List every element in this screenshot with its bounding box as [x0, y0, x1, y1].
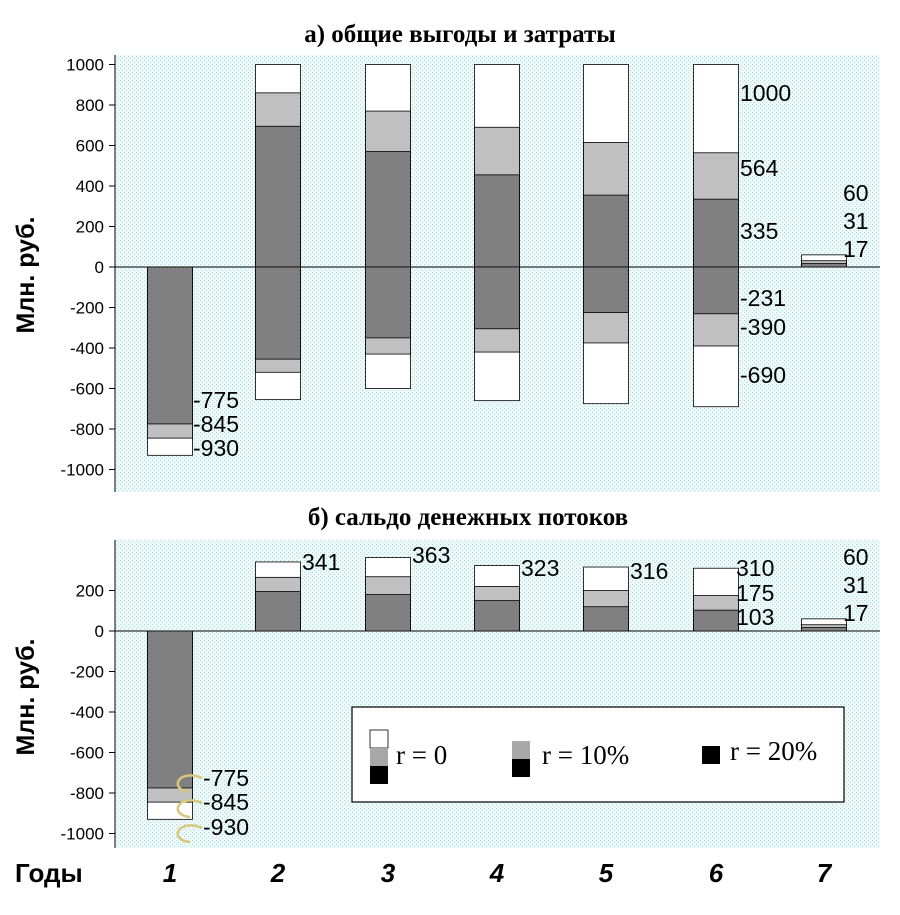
panel-a-ytick-label: -400: [70, 339, 104, 358]
bar-a-cost-6-r2: [693, 266, 739, 315]
panel-b-ytick-label: -600: [70, 744, 104, 763]
bar-a-cost-1-r2: [147, 266, 193, 425]
bar-a-cost-5-r2: [583, 266, 629, 313]
panel-a-ytick-label: 800: [76, 96, 104, 115]
x-tick-label: 4: [489, 858, 505, 888]
label-b-bar7-r20: 17: [843, 600, 869, 626]
label-b-bar4: 323: [521, 555, 559, 581]
panel-a-ytick-label: 0: [95, 258, 104, 277]
label-a-bar6-cost-r0: -690: [740, 362, 786, 388]
legend-swatch-r0-white: [369, 729, 389, 749]
legend-label-r10: r = 10%: [542, 740, 629, 770]
panel-a-ytick-label: -1000: [61, 461, 104, 480]
label-b-bar6-r20: 103: [736, 604, 774, 630]
x-tick-label: 2: [270, 858, 286, 888]
label-b-bar3: 363: [412, 542, 450, 568]
panel-a-ytick-label: -800: [70, 420, 104, 439]
bar-a-cost-4-r2: [474, 266, 520, 330]
panel-a-ytick-label: 600: [76, 137, 104, 156]
x-axis-labels: Годы 1 2 3 4 5 6 7: [15, 858, 833, 888]
legend-swatch-r10-black: [512, 759, 530, 777]
panel-b-ytick-label: -400: [70, 703, 104, 722]
label-a-bar6-r20: 335: [740, 218, 778, 244]
panel-a-title: а) общие выгоды и затраты: [304, 21, 616, 48]
label-a-bar7-r20: 17: [843, 236, 869, 262]
panel-b-labels: -775 -845 -930 341 363 323 316 310 175 1…: [203, 542, 869, 840]
panel-b-title: б) сальдо денежных потоков: [308, 504, 628, 531]
panel-a-ytick-label: 400: [76, 177, 104, 196]
label-b-bar1-r20: -775: [203, 765, 249, 791]
label-a-bar7-r10: 31: [843, 208, 869, 234]
bar-b-3-r2: [365, 594, 411, 632]
label-b-bar1-r0: -930: [203, 814, 249, 840]
arrow-icon: [176, 799, 203, 819]
bar-b-2-r2: [255, 591, 301, 632]
legend-swatch-r0-black: [370, 766, 388, 784]
x-tick-label: 7: [817, 858, 833, 888]
label-a-bar1-r20: -775: [193, 387, 239, 413]
arrow-icon: [176, 774, 203, 794]
label-a-bar6-cost-r20: -231: [740, 285, 786, 311]
panel-a-bars: [147, 64, 847, 456]
panel-b-y-ticks: -1000 -800 -600 -400 -200 0 200: [61, 582, 115, 844]
panel-a-ytick-label: -600: [70, 380, 104, 399]
bar-a-benefit-2-r2: [255, 125, 301, 268]
panel-b-ytick-label: 200: [76, 582, 104, 601]
legend-swatch-r0-grey: [370, 748, 388, 766]
panel-a-ylabel: Млн. руб.: [12, 217, 40, 334]
label-a-bar1-r10: -845: [193, 411, 239, 437]
x-tick-label: 3: [381, 858, 396, 888]
panel-a-ytick-label: 200: [76, 218, 104, 237]
label-b-bar7-r10: 31: [843, 572, 869, 598]
label-b-bar7-r0: 60: [843, 544, 869, 570]
panel-b: б) сальдо денежных потоков Млн. руб. -10…: [12, 504, 880, 848]
legend-label-r0: r = 0: [396, 740, 447, 770]
panel-b-ytick-label: 0: [95, 622, 104, 641]
panel-a: а) общие выгоды и затраты Млн. руб. -100…: [12, 21, 880, 492]
label-b-bar1-r10: -845: [203, 789, 249, 815]
panel-a-labels: -775 -845 -930 1000 564 335 -231 -390 -6…: [193, 80, 869, 461]
panel-b-ytick-label: -1000: [61, 825, 104, 844]
x-axis-title: Годы: [15, 858, 83, 888]
label-a-bar7-r0: 60: [843, 180, 869, 206]
bar-b-5-r2: [583, 606, 629, 632]
x-tick-label: 6: [709, 858, 724, 888]
label-a-bar6-r10: 564: [740, 155, 779, 181]
bar-a-cost-2-r2: [255, 266, 301, 360]
bar-a-benefit-7-r2: [801, 263, 847, 268]
bar-a-cost-3-r2: [365, 266, 411, 339]
bar-a-benefit-3-r2: [365, 151, 411, 268]
legend-swatch-r20-black: [702, 746, 720, 764]
legend-label-r20: r = 20%: [730, 736, 817, 766]
bar-b-4-r2: [474, 600, 520, 632]
label-b-bar6-r10: 175: [736, 580, 774, 606]
panel-a-ytick-label: 1000: [66, 56, 104, 75]
label-b-bar5: 316: [630, 558, 668, 584]
bar-a-benefit-6-r2: [693, 198, 739, 268]
bar-b-7-r2: [801, 627, 847, 632]
label-a-bar6-cost-r10: -390: [740, 314, 786, 340]
bar-b-6-r2: [693, 609, 739, 632]
x-tick-label: 1: [163, 858, 177, 888]
legend: r = 0 r = 10% r = 20%: [351, 706, 845, 803]
panel-b-arrows: [176, 774, 203, 844]
legend-swatch-r10-grey: [512, 741, 530, 759]
bar-a-benefit-4-r2: [474, 174, 520, 268]
label-a-bar6-r0: 1000: [740, 80, 791, 106]
panel-a-y-ticks: -1000 -800 -600 -400 -200 0 200 400 600 800 1000: [61, 56, 115, 480]
panel-b-bars: [147, 557, 847, 820]
label-a-bar1-r0: -930: [193, 435, 239, 461]
panel-b-ylabel: Млн. руб.: [12, 639, 40, 756]
panel-a-ytick-label: -200: [70, 299, 104, 318]
x-tick-label: 5: [599, 858, 614, 888]
panel-b-ytick-label: -800: [70, 784, 104, 803]
bar-b-1-r2: [147, 630, 193, 789]
panel-b-ytick-label: -200: [70, 663, 104, 682]
label-b-bar6-r0: 310: [736, 555, 774, 581]
label-b-bar2: 341: [302, 549, 340, 575]
arrow-icon: [176, 824, 203, 844]
legend-box: [351, 706, 845, 803]
bar-a-benefit-5-r2: [583, 194, 629, 268]
